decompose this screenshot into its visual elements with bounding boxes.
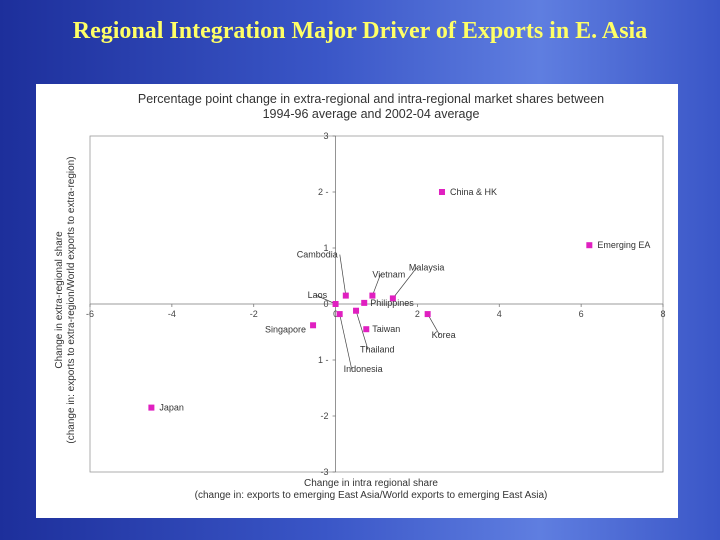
y-axis-label-sub: (change in: exports to extra-region/Worl…	[66, 156, 77, 444]
y-tick-label: -2	[321, 411, 329, 421]
point-label-emerging-ea: Emerging EA	[597, 240, 650, 250]
leader-line-korea	[427, 313, 440, 336]
point-label-japan: Japan	[159, 403, 184, 413]
chart-ticks: -6 -4 -2 0 2 4 6 8 3 2 - 1 0 1 - -2 -3	[86, 131, 666, 477]
y-tick-label: -3	[321, 467, 329, 477]
y-tick-label: 1	[324, 243, 329, 253]
leader-line-malaysia	[392, 267, 418, 299]
leader-line-thailand	[355, 310, 369, 350]
point-label-philippines: Philippines	[370, 298, 414, 308]
point-indonesia	[336, 311, 343, 318]
point-label-malaysia: Malaysia	[409, 262, 445, 272]
point-label-thailand: Thailand	[360, 345, 395, 355]
point-label-korea: Korea	[432, 330, 456, 340]
point-label-vietnam: Vietnam	[372, 270, 405, 280]
chart-title: Percentage point change in extra-regiona…	[76, 92, 666, 122]
x-axis-label-sub: (change in: exports to emerging East Asi…	[194, 490, 548, 501]
point-label-indonesia: Indonesia	[344, 364, 383, 374]
point-vietnam	[369, 292, 376, 299]
point-malaysia	[389, 295, 396, 302]
leader-line-vietnam	[372, 274, 381, 296]
y-axis-label: Change in extra-regional share (change i…	[54, 140, 78, 460]
point-taiwan	[363, 326, 370, 333]
y-axis-label-main: Change in extra-regional share	[54, 231, 65, 369]
point-label-laos: Laos	[308, 290, 328, 300]
point-emerging-ea	[586, 242, 593, 249]
x-axis-label: Change in intra regional share (change i…	[76, 478, 666, 502]
scatter-chart: -6 -4 -2 0 2 4 6 8 3 2 - 1 0 1 - -2 -3 China & HK Emerg…	[86, 131, 666, 477]
point-thailand	[353, 307, 360, 314]
point-japan	[148, 404, 155, 411]
data-points: China & HK Emerging EA Cambodia Vietnam Mala…	[148, 187, 650, 413]
chart-panel: -6 -4 -2 0 2 4 6 8 3 2 - 1 0 1 - -2 -3 China & HK Emerg…	[36, 84, 678, 518]
point-label-singapore: Singapore	[265, 324, 306, 334]
x-tick-label: 8	[660, 309, 665, 319]
point-china-hk	[438, 189, 445, 195]
leader-line-indonesia	[339, 314, 353, 370]
y-tick-label: 0	[324, 299, 329, 309]
leader-line-cambodia	[339, 254, 347, 296]
chart-title-line2: 1994-96 average and 2002-04 average	[262, 107, 480, 121]
x-tick-label: 0	[333, 309, 338, 319]
point-laos	[332, 301, 339, 307]
x-tick-label: 4	[497, 309, 502, 319]
point-philippines	[361, 299, 368, 306]
y-tick-label: 3	[324, 131, 329, 141]
point-korea	[424, 311, 431, 318]
x-tick-label: -4	[168, 309, 176, 319]
point-cambodia	[342, 292, 349, 299]
point-label-cambodia: Cambodia	[297, 250, 338, 260]
chart-title-line1: Percentage point change in extra-regiona…	[137, 92, 605, 106]
slide-title: Regional Integration Major Driver of Exp…	[72, 18, 648, 44]
y-axis-label-wrap: Change in extra-regional share (change i…	[44, 140, 88, 460]
label-leader-lines	[315, 254, 440, 370]
leader-line-laos	[315, 294, 336, 305]
y-tick-label: 2 -	[318, 187, 329, 197]
y-tick-label: 1 -	[318, 355, 329, 365]
x-axis-label-main: Change in intra regional share	[304, 478, 438, 489]
point-label-china-hk: China & HK	[450, 187, 497, 197]
x-tick-label: -2	[250, 309, 258, 319]
x-tick-label: -6	[86, 309, 94, 319]
x-tick-label: 2	[415, 309, 420, 319]
point-singapore	[310, 322, 317, 329]
x-tick-label: 6	[579, 309, 584, 319]
point-label-taiwan: Taiwan	[372, 324, 400, 334]
